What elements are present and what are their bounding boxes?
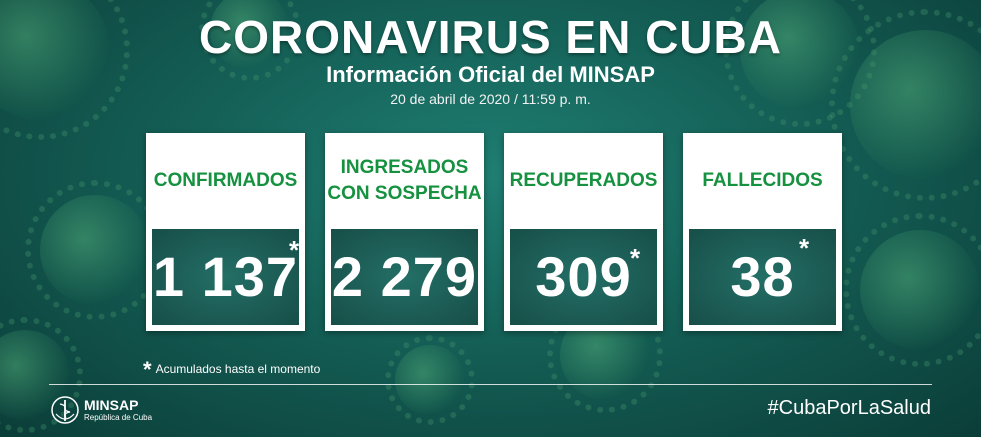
card-recuperados: RECUPERADOS 309 * (504, 133, 663, 331)
asterisk-marker: * (799, 233, 810, 263)
card-label: FALLECIDOS (702, 170, 823, 191)
page-title: CORONAVIRUS EN CUBA (199, 11, 782, 63)
card-value: 309 (535, 245, 632, 308)
virus-decoration (843, 213, 981, 367)
asterisk-marker: * (289, 235, 300, 265)
card-value-box: 309 (510, 229, 657, 325)
page-subtitle: Información Oficial del MINSAP (326, 62, 655, 87)
hashtag: #CubaPorLaSalud (767, 397, 931, 419)
virus-decoration (0, 317, 83, 433)
minsap-emblem-icon (51, 396, 79, 424)
card-confirmados: CONFIRMADOS 1 137 * (146, 133, 305, 331)
report-date: 20 de abril de 2020 / 11:59 p. m. (390, 91, 591, 107)
minsap-logo: MINSAP República de Cuba (50, 394, 152, 426)
footer-divider (49, 384, 932, 385)
asterisk-marker: * (630, 243, 641, 273)
card-value: 2 279 (331, 245, 478, 308)
card-label: RECUPERADOS (509, 170, 658, 191)
card-value-box: 2 279 (331, 229, 478, 325)
card-value-box: 1 137 (152, 229, 299, 325)
virus-decoration (24, 179, 166, 321)
virus-decoration (198, 0, 302, 82)
footnote: * Acumulados hasta el momento (143, 357, 320, 383)
card-label: INGRESADOS CON SOSPECHA (327, 157, 482, 204)
footnote-text: Acumulados hasta el momento (155, 362, 321, 376)
card-fallecidos: FALLECIDOS 38 * (683, 133, 842, 331)
virus-decoration (0, 0, 130, 140)
card-value: 38 (730, 245, 795, 308)
footnote-asterisk: * (143, 357, 152, 382)
logo-subtitle: República de Cuba (84, 412, 153, 422)
virus-decoration (829, 9, 981, 201)
card-value: 1 137 (152, 245, 299, 308)
logo-name: MINSAP (84, 396, 139, 413)
virus-decoration (385, 335, 475, 425)
card-label: CONFIRMADOS (153, 170, 298, 191)
card-value-box: 38 (689, 229, 836, 325)
card-ingresados-con-sospecha: INGRESADOS CON SOSPECHA 2 279 (325, 133, 484, 331)
